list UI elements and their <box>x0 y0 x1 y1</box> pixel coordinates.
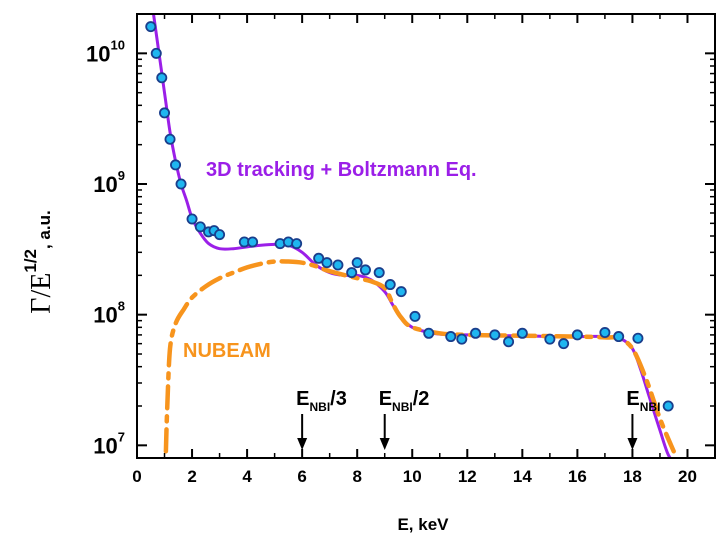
data-point <box>384 279 396 291</box>
data-point <box>613 331 625 343</box>
data-point <box>159 107 171 119</box>
y-tick-label: 109 <box>93 168 125 197</box>
data-point <box>409 310 421 322</box>
y-axis-label-sup: 1/2 <box>21 249 40 273</box>
data-point <box>489 329 501 341</box>
marker-label: ENBI/3 <box>296 388 347 414</box>
marker-label: ENBI <box>626 388 660 414</box>
arrow-down-icon <box>297 438 308 450</box>
data-point <box>214 229 226 241</box>
arrow-down-icon <box>379 438 390 450</box>
x-tick-label: 12 <box>458 467 477 486</box>
y-axis-label-main: Γ/E <box>26 273 57 314</box>
data-point <box>145 21 157 33</box>
x-tick-label: 4 <box>242 467 252 486</box>
x-tick-label: 2 <box>187 467 196 486</box>
data-point <box>662 400 674 412</box>
data-point <box>373 267 385 279</box>
data-point <box>359 264 371 276</box>
series-layer <box>145 14 676 458</box>
data-point <box>599 327 611 339</box>
y-tick-label: 1010 <box>86 37 125 66</box>
annotation-nubeam: NUBEAM <box>183 340 271 362</box>
data-point <box>175 178 187 190</box>
x-tick-label: 20 <box>678 467 697 486</box>
data-point <box>170 159 182 171</box>
data-point <box>351 257 363 269</box>
x-tick-label: 10 <box>403 467 422 486</box>
x-tick-label: 8 <box>352 467 361 486</box>
data-point <box>423 327 435 339</box>
x-tick-label: 0 <box>132 467 141 486</box>
marker-label: ENBI/2 <box>379 388 430 414</box>
data-point <box>291 238 303 250</box>
y-tick-label: 108 <box>93 299 125 328</box>
y-tick-label: 107 <box>93 429 125 458</box>
data-point <box>164 133 176 145</box>
data-point <box>346 267 358 279</box>
beam-energy-marker: ENBI/3 <box>296 388 347 450</box>
data-point <box>247 236 259 248</box>
data-point <box>332 259 344 271</box>
beam-energy-marker: ENBI/2 <box>379 388 430 450</box>
data-point <box>313 252 325 264</box>
beam-energy-marker: ENBI <box>626 388 660 450</box>
svg-text:Γ/E1/2, a.u.: Γ/E1/2, a.u. <box>21 210 57 313</box>
x-tick-label: 18 <box>623 467 642 486</box>
data-point <box>321 257 333 269</box>
data-point <box>571 329 583 341</box>
x-tick-label: 6 <box>297 467 306 486</box>
data-point <box>503 336 515 348</box>
data-point <box>456 333 468 345</box>
y-axis-label-tail: , a.u. <box>35 210 54 249</box>
arrow-down-icon <box>627 438 638 450</box>
data-point <box>516 327 528 339</box>
x-axis-label: E, keV <box>397 515 449 534</box>
data-point <box>156 72 168 84</box>
data-point <box>558 338 570 350</box>
data-point <box>632 332 644 344</box>
data-point <box>395 286 407 298</box>
annotation-tracking: 3D tracking + Boltzmann Eq. <box>206 159 477 181</box>
data-point <box>544 333 556 345</box>
y-axis-label: Γ/E1/2, a.u. <box>21 210 57 313</box>
data-point <box>186 213 198 225</box>
data-point <box>194 221 206 233</box>
data-point <box>150 47 162 59</box>
data-point <box>445 331 457 343</box>
x-tick-label: 16 <box>568 467 587 486</box>
data-point <box>470 327 482 339</box>
x-tick-label: 14 <box>513 467 532 486</box>
